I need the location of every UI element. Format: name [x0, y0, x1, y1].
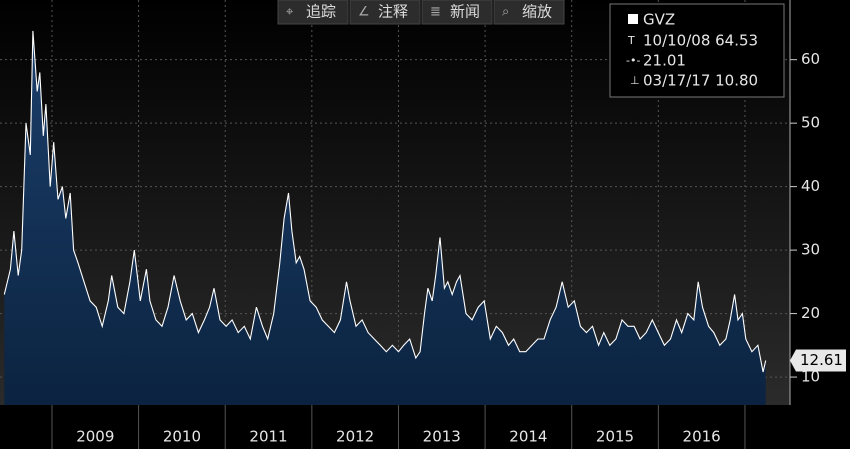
toolbar-icon: ⌕ — [502, 5, 509, 20]
y-tick-label: 10 — [801, 368, 820, 386]
last-value-label: 12.61 — [800, 351, 843, 369]
y-tick-label: 40 — [801, 177, 820, 195]
x-tick-label: 2010 — [163, 428, 201, 446]
x-tick-label: 2014 — [509, 428, 547, 446]
toolbar-button[interactable] — [493, 0, 565, 25]
toolbar-button[interactable] — [277, 0, 349, 25]
x-axis-bg — [0, 405, 850, 449]
legend-swatch — [628, 14, 638, 24]
x-tick-label: 2013 — [423, 428, 461, 446]
legend-icon: ⊥ — [630, 74, 640, 87]
toolbar: ⌖ 追踪 ∠ 注释 ≣ 新闻 ⌕ 缩放 — [277, 0, 565, 25]
toolbar-label: 缩放 — [522, 3, 552, 21]
toolbar-icon: ≣ — [430, 5, 441, 20]
legend-low: 03/17/17 10.80 — [643, 72, 758, 90]
y-tick-label: 30 — [801, 241, 820, 259]
legend-name: GVZ — [643, 11, 675, 29]
y-tick-label: 20 — [801, 304, 820, 322]
legend-icon: T — [627, 34, 635, 47]
legend-average: 21.01 — [643, 52, 686, 70]
x-tick-label: 2012 — [336, 428, 374, 446]
toolbar-button[interactable] — [349, 0, 421, 25]
toolbar-icon: ⌖ — [286, 5, 294, 20]
area — [4, 30, 766, 406]
x-tick-label: 2011 — [249, 428, 287, 446]
legend-box — [609, 3, 785, 98]
x-tick-label: 2009 — [76, 428, 114, 446]
legend-icon: -•- — [626, 54, 640, 67]
legend: GVZ 10/10/08 64.53 21.01 03/17/17 10.80 … — [609, 3, 785, 98]
x-tick-label: 2016 — [683, 428, 721, 446]
line — [3, 30, 767, 373]
y-tick-label: 50 — [801, 114, 820, 132]
legend-high: 10/10/08 64.53 — [643, 32, 758, 50]
toolbar-label: 注释 — [378, 3, 408, 21]
toolbar-label: 追踪 — [306, 3, 336, 21]
toolbar-button[interactable] — [421, 0, 493, 25]
x-tick-label: 2015 — [596, 428, 634, 446]
last-value-box — [790, 349, 846, 372]
y-tick-label: 60 — [801, 50, 820, 68]
toolbar-icon: ∠ — [358, 5, 370, 20]
toolbar-label: 新闻 — [450, 3, 480, 21]
